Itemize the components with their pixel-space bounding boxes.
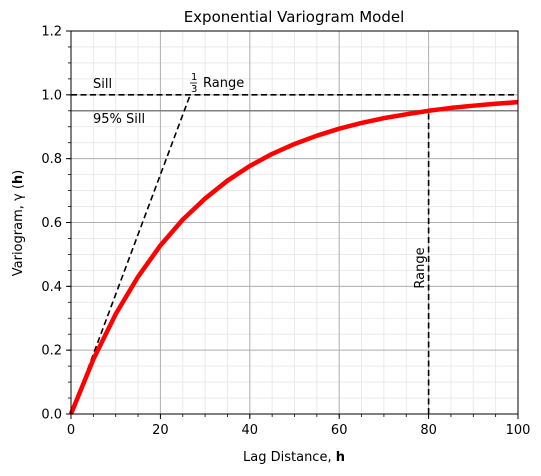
y-axis-title: Variogram, γ (h) bbox=[11, 170, 26, 277]
y-axis-title-text: Variogram, γ ( bbox=[11, 184, 26, 276]
y-axis-title-close: ) bbox=[11, 170, 26, 175]
y-axis-ticks: 0.0 0.2 0.4 0.6 0.8 1.0 1.2 bbox=[41, 25, 71, 423]
y-tick-label: 1.2 bbox=[41, 25, 62, 40]
y-tick-label: 0.2 bbox=[41, 344, 62, 359]
exponential-model-curve bbox=[68, 99, 519, 415]
third-range-denominator: 3 bbox=[191, 84, 197, 95]
x-tick-label: 80 bbox=[420, 423, 437, 438]
y-tick-label: 0.6 bbox=[41, 216, 62, 231]
x-axis-ticks: 0 20 40 60 80 100 bbox=[67, 414, 531, 438]
x-tick-label: 100 bbox=[506, 423, 531, 438]
range-vertical-label: Range bbox=[413, 247, 428, 288]
y-tick-label: 1.0 bbox=[41, 88, 62, 103]
x-tick-label: 60 bbox=[331, 423, 348, 438]
y-axis-title-bold: h bbox=[11, 175, 26, 184]
y-tick-label: 0.8 bbox=[41, 152, 62, 167]
y-tick-label: 0.0 bbox=[41, 408, 62, 423]
sill-label: Sill bbox=[93, 77, 112, 92]
x-axis-title-bold: h bbox=[336, 450, 345, 465]
y-tick-label: 0.4 bbox=[41, 280, 62, 295]
x-axis-title-text: Lag Distance, bbox=[243, 450, 336, 465]
third-range-label: 1 3 Range bbox=[190, 72, 244, 95]
x-tick-label: 20 bbox=[152, 423, 169, 438]
x-axis-title: Lag Distance, h bbox=[243, 450, 345, 465]
practical-sill-label: 95% Sill bbox=[93, 112, 145, 127]
chart-title: Exponential Variogram Model bbox=[184, 8, 405, 26]
x-tick-label: 0 bbox=[67, 423, 75, 438]
third-range-numerator: 1 bbox=[191, 72, 197, 83]
x-tick-label: 40 bbox=[242, 423, 259, 438]
third-range-text: Range bbox=[203, 76, 244, 91]
